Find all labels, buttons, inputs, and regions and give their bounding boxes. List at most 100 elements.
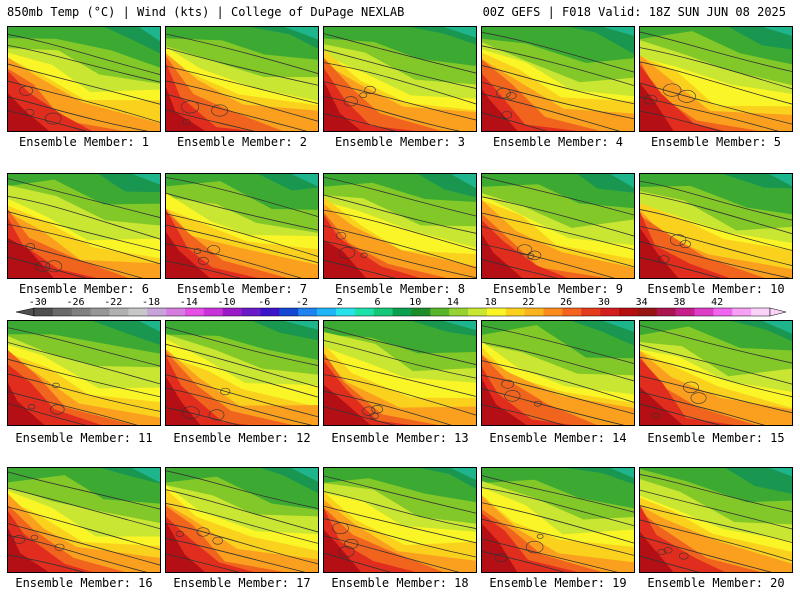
temperature-band: [482, 89, 518, 131]
temperature-band: [443, 27, 476, 38]
height-contour: [482, 487, 634, 527]
ensemble-member-panel: [7, 320, 161, 426]
height-contour: [207, 245, 221, 255]
ensemble-member-panel: [7, 173, 161, 279]
height-contour: [690, 392, 707, 404]
height-contour: [344, 538, 359, 549]
ensemble-member-panel: [323, 320, 477, 426]
temperature-band: [8, 93, 50, 131]
height-contour: [166, 80, 318, 122]
height-contour: [166, 387, 313, 425]
ensemble-member-label: Ensemble Member: 1: [18, 135, 150, 149]
height-contour: [506, 92, 517, 100]
height-contour: [324, 518, 476, 558]
height-contour: [166, 470, 318, 509]
height-contour: [640, 489, 792, 530]
temperature-band: [640, 227, 679, 278]
colorbar-swatch: [619, 308, 639, 316]
colorbar-swatch: [505, 308, 525, 316]
height-contour: [640, 180, 792, 221]
temperature-band: [8, 238, 54, 278]
colorbar-swatch: [524, 308, 544, 316]
height-contour: [640, 82, 792, 125]
temperature-band: [166, 376, 201, 425]
ensemble-member-label: Ensemble Member: 19: [489, 576, 627, 590]
temperature-band: [482, 73, 578, 131]
height-contour: [166, 243, 303, 278]
height-contour: [166, 553, 240, 572]
height-contour: [338, 546, 355, 558]
height-contour: [30, 534, 39, 541]
height-contour: [166, 177, 318, 217]
height-contour: [8, 554, 85, 572]
colorbar-arrow: [769, 307, 787, 317]
colorbar-swatch: [52, 308, 73, 316]
ensemble-member-panel: [7, 467, 161, 573]
height-contour: [324, 33, 476, 74]
colorbar-swatch: [373, 308, 393, 316]
height-contour: [50, 404, 65, 415]
height-contour: [166, 224, 318, 264]
colorbar-swatch: [392, 308, 412, 316]
height-contour: [324, 475, 476, 514]
colorbar-swatch: [71, 308, 91, 316]
temperature-band: [450, 174, 476, 189]
colorbar-swatch: [562, 308, 582, 316]
temperature-band: [762, 27, 792, 36]
height-contour: [482, 45, 634, 87]
colorbar-tick-label: 6: [374, 297, 380, 308]
colorbar-tick-label: 18: [485, 297, 497, 308]
temperature-map: [640, 27, 792, 131]
temperature-map: [640, 174, 792, 278]
temperature-map: [8, 174, 160, 278]
temperature-map: [8, 27, 160, 131]
height-contour: [482, 93, 621, 131]
height-contour: [166, 503, 318, 544]
height-contour: [525, 540, 544, 554]
height-contour: [640, 555, 700, 572]
height-contour: [640, 375, 792, 414]
ensemble-member-panel: [481, 320, 635, 426]
height-contour: [482, 341, 634, 382]
height-contour: [166, 47, 318, 86]
height-contour: [166, 192, 318, 231]
height-contour: [8, 487, 160, 530]
colorbar-swatch: [581, 308, 601, 316]
height-contour: [657, 548, 667, 556]
temperature-band: [166, 356, 250, 425]
colorbar-swatch: [430, 308, 450, 316]
height-contour: [8, 211, 160, 251]
temperature-band: [291, 174, 318, 187]
height-contour: [166, 109, 255, 131]
height-contour: [193, 248, 202, 254]
ensemble-member-panel: [639, 467, 793, 573]
ensemble-member-label: Ensemble Member: 9: [492, 282, 624, 296]
height-contour: [44, 112, 62, 125]
height-contour: [640, 519, 792, 562]
ensemble-member-panel: [639, 173, 793, 279]
height-contour: [166, 93, 308, 131]
height-contour: [371, 405, 384, 414]
height-contour: [640, 31, 792, 72]
ensemble-member-label: Ensemble Member: 3: [334, 135, 466, 149]
height-contour: [640, 61, 792, 105]
temperature-map: [482, 174, 634, 278]
height-contour: [324, 176, 476, 217]
ensemble-member-label: Ensemble Member: 16: [15, 576, 153, 590]
height-contour: [640, 192, 792, 235]
height-contour: [640, 474, 792, 513]
temperature-band: [252, 321, 318, 341]
height-contour: [8, 535, 148, 572]
height-contour: [166, 374, 318, 418]
height-contour: [324, 96, 461, 131]
height-contour: [8, 63, 160, 105]
height-contour: [494, 553, 508, 563]
height-contour: [166, 213, 318, 257]
colorbar-swatch: [354, 308, 374, 316]
height-contour: [324, 259, 396, 278]
colorbar-tick-label: 22: [522, 297, 534, 308]
height-contour: [8, 223, 160, 265]
temperature-band: [291, 468, 318, 482]
height-contour: [482, 518, 634, 556]
temperature-band: [640, 505, 726, 572]
